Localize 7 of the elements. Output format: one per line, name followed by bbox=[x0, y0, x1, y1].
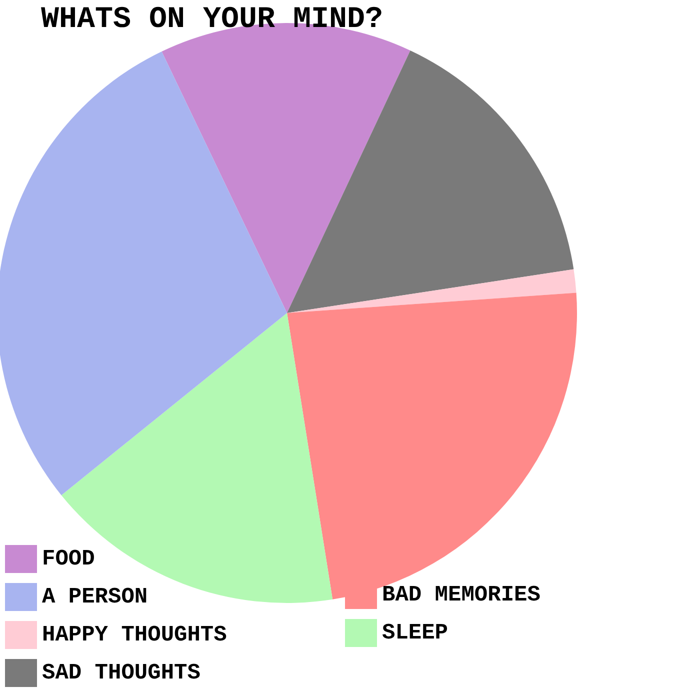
legend-label: HAPPY THOUGHTS bbox=[42, 622, 227, 648]
legend-label: FOOD bbox=[42, 546, 95, 572]
chart-title: WHATS ON YOUR MIND? bbox=[41, 3, 384, 37]
legend-label: SAD THOUGHTS bbox=[42, 660, 200, 686]
legend-label: SLEEP bbox=[382, 620, 448, 646]
legend-label: A PERSON bbox=[42, 584, 148, 610]
legend-label: BAD MEMORIES bbox=[382, 582, 540, 608]
